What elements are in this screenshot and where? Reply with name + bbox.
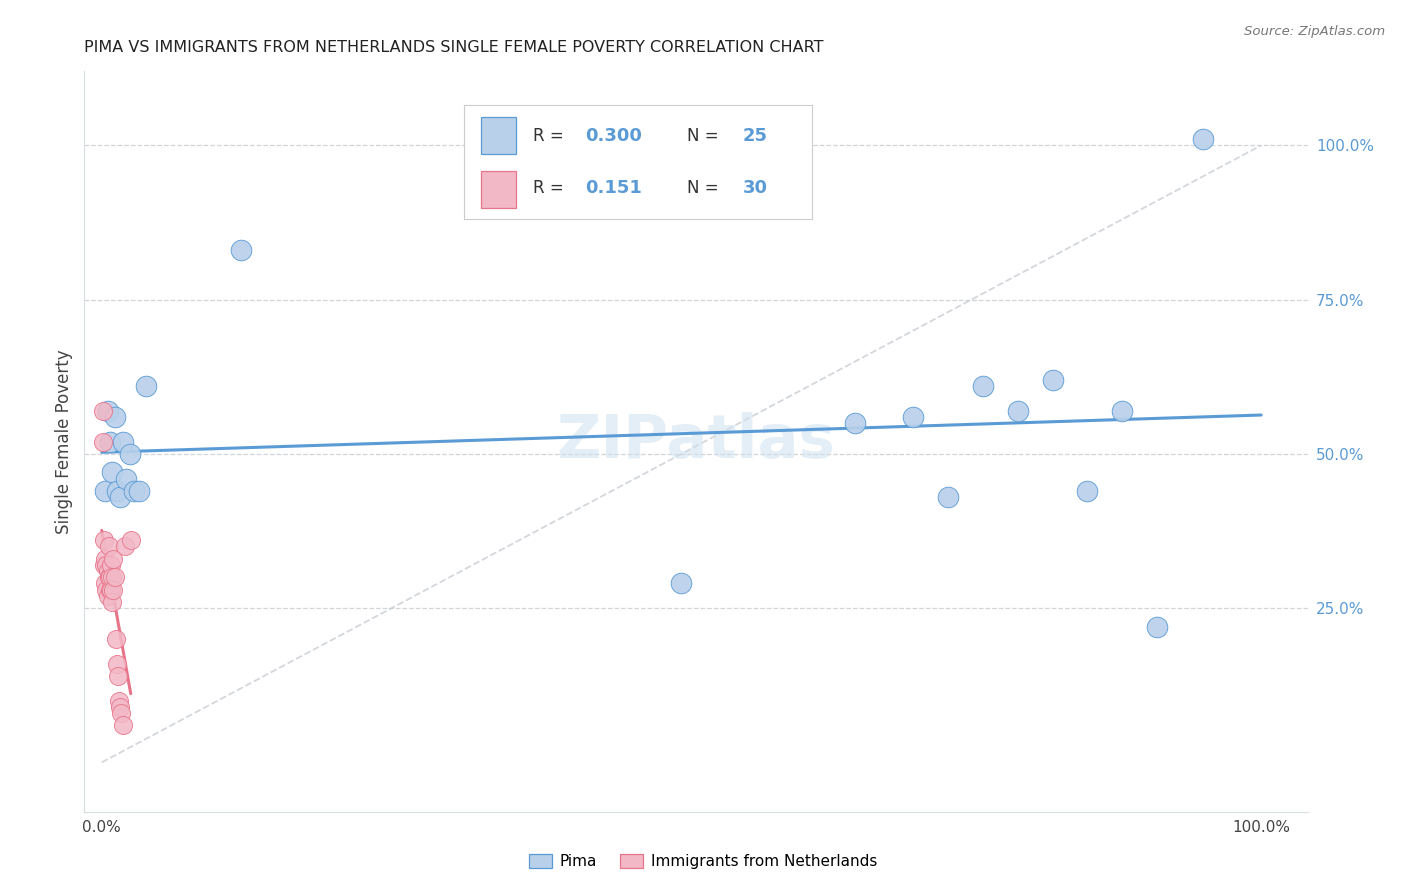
Point — [103, 570, 125, 584]
Point — [110, 699, 132, 714]
Y-axis label: Single Female Poverty: Single Female Poverty — [55, 350, 73, 533]
Point — [936, 490, 959, 504]
Point — [101, 466, 124, 480]
Point — [108, 694, 131, 708]
Point — [104, 632, 127, 646]
Legend: Pima, Immigrants from Netherlands: Pima, Immigrants from Netherlands — [523, 848, 883, 875]
Point — [1146, 619, 1168, 633]
Point — [97, 570, 120, 584]
Point — [118, 447, 141, 461]
Point — [844, 416, 866, 430]
Point — [94, 483, 117, 498]
Point — [903, 409, 925, 424]
Point — [94, 551, 117, 566]
Point — [100, 582, 122, 597]
Point — [1076, 483, 1098, 498]
Point — [110, 706, 132, 720]
Point — [103, 551, 125, 566]
Point — [98, 582, 121, 597]
Point — [135, 379, 157, 393]
Point — [105, 483, 128, 498]
Point — [96, 582, 118, 597]
Point — [100, 558, 122, 572]
Point — [111, 434, 134, 449]
Point — [101, 595, 124, 609]
Point — [1007, 403, 1029, 417]
Text: PIMA VS IMMIGRANTS FROM NETHERLANDS SINGLE FEMALE POVERTY CORRELATION CHART: PIMA VS IMMIGRANTS FROM NETHERLANDS SING… — [84, 40, 824, 55]
Text: ZIPatlas: ZIPatlas — [557, 412, 835, 471]
Point — [122, 483, 145, 498]
Point — [101, 570, 124, 584]
Point — [120, 533, 142, 548]
Point — [972, 379, 994, 393]
Point — [97, 540, 120, 554]
Point — [1042, 373, 1064, 387]
Point — [93, 533, 115, 548]
Point — [103, 409, 125, 424]
Point — [1192, 132, 1215, 146]
Point — [111, 718, 134, 732]
Point — [91, 403, 114, 417]
Point — [96, 558, 118, 572]
Point — [91, 434, 114, 449]
Point — [114, 540, 136, 554]
Point — [107, 669, 129, 683]
Point — [1111, 403, 1133, 417]
Text: Source: ZipAtlas.com: Source: ZipAtlas.com — [1244, 25, 1385, 38]
Point — [105, 657, 128, 671]
Point — [110, 490, 132, 504]
Point — [93, 558, 115, 572]
Point — [96, 564, 118, 578]
Point — [671, 576, 693, 591]
Point — [115, 471, 138, 485]
Point — [94, 576, 117, 591]
Point — [98, 434, 121, 449]
Point — [96, 589, 118, 603]
Point — [229, 244, 252, 258]
Point — [98, 570, 121, 584]
Point — [103, 582, 125, 597]
Point — [128, 483, 150, 498]
Point — [96, 403, 118, 417]
